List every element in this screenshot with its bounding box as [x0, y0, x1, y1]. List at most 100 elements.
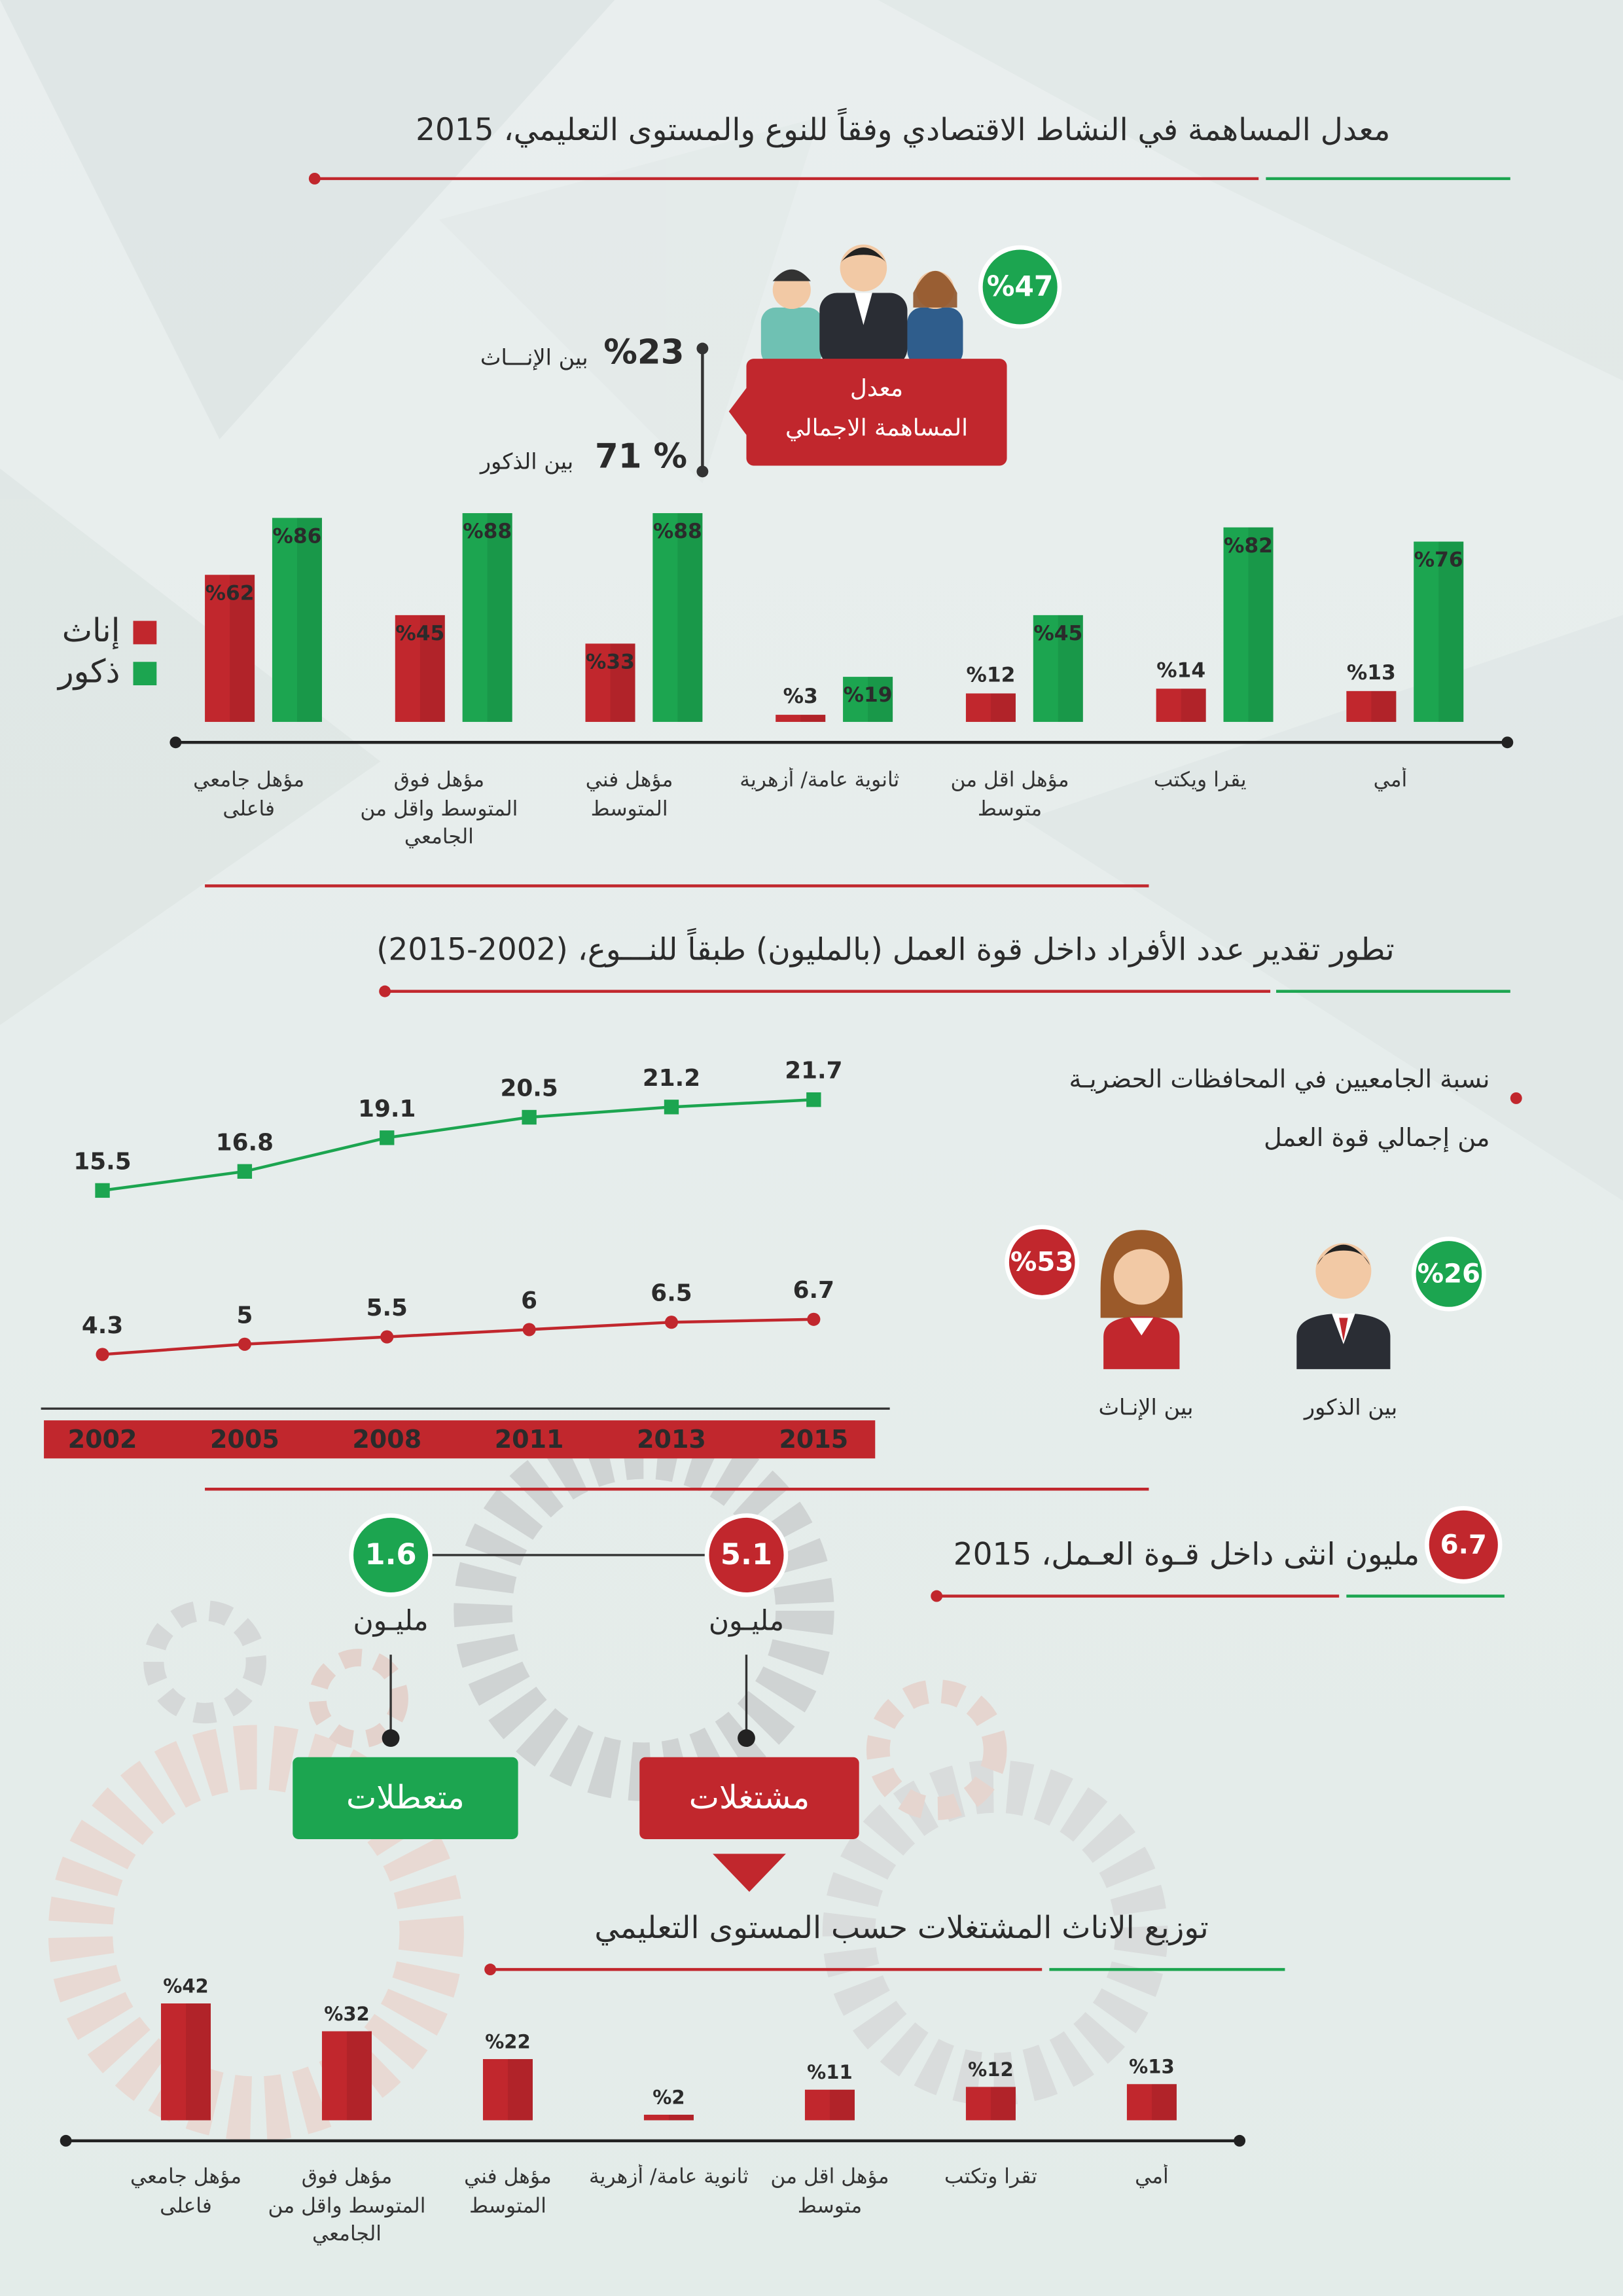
legend-label: ذكور	[56, 653, 120, 691]
bar-shade	[829, 2089, 855, 2121]
bar-shade	[186, 2003, 211, 2121]
bar	[1346, 691, 1397, 722]
axis-end	[60, 2134, 72, 2147]
x-tick-label-text: ثانوية عامة/ أزهرية	[740, 768, 900, 793]
x-tick-label: 2008	[352, 1425, 421, 1454]
bar-shade	[230, 575, 255, 722]
bar	[1414, 541, 1464, 722]
bar-shade	[1248, 527, 1274, 722]
x-tick-label-text: مؤهل جامعي فاعلى	[193, 768, 305, 821]
point	[664, 1316, 679, 1329]
bar	[395, 615, 445, 722]
value-label: %2	[652, 2086, 685, 2108]
x-tick-label-text: أمي	[1135, 2165, 1169, 2189]
data-label: 4.3	[82, 1312, 123, 1339]
value-label: %22	[485, 2030, 531, 2053]
value-label: %12	[966, 664, 1015, 687]
x-tick-label: أمي	[1373, 768, 1408, 793]
bar	[652, 513, 703, 722]
bar	[965, 2087, 1016, 2121]
x-tick-label: مؤهل فني المتوسط	[464, 2166, 552, 2218]
data-label: 19.1	[358, 1096, 416, 1122]
chart-title: معدل المساهمة في النشاط الاقتصادي وفقاً …	[416, 108, 1390, 148]
x-tick-label: يقرا ويكتب	[1153, 768, 1247, 793]
x-tick-label-text: مؤهل اقل من متوسط	[770, 2165, 889, 2218]
axis-end	[169, 736, 182, 749]
employed-badge	[704, 1513, 789, 1597]
bar	[462, 513, 512, 722]
x-tick-label-text: يقرا ويكتب	[1153, 768, 1247, 793]
x-tick-label: 2011	[495, 1425, 564, 1454]
value-label: %33	[586, 650, 635, 673]
bar-shade	[507, 2059, 533, 2121]
point	[806, 1092, 821, 1107]
x-tick-label-text: مؤهل فوق المتوسط واقل من الجامعي	[268, 2165, 426, 2247]
data-label: 20.5	[501, 1075, 558, 1102]
total-label-box	[746, 359, 1007, 466]
female-badge	[1005, 1225, 1080, 1300]
x-tick-label: ثانوية عامة/ أزهرية	[740, 768, 900, 793]
value-label: %88	[463, 520, 512, 543]
value-label: %12	[968, 2058, 1014, 2081]
bracket-dot	[696, 465, 709, 478]
bar-shade	[668, 2115, 694, 2121]
bar	[1033, 615, 1083, 722]
employed-box	[639, 1757, 859, 1839]
point	[522, 1109, 537, 1125]
bar-shade	[487, 513, 512, 722]
point	[380, 1330, 394, 1344]
total-label: معدل	[850, 375, 903, 402]
male-rate: 71 %	[595, 437, 687, 476]
unemployed-label: متعطلات	[346, 1778, 465, 1816]
legend-swatch	[133, 662, 157, 686]
bullet	[1510, 1092, 1522, 1104]
employed-unit: مليـون	[709, 1605, 784, 1637]
bar-shade	[1438, 541, 1464, 722]
value-label: %42	[163, 1975, 209, 1997]
bar-shade	[868, 677, 893, 722]
value-label: %19	[844, 683, 893, 707]
workforce-heading: مليون انثى داخل قـوة العـمل، 2015	[954, 1537, 1419, 1573]
underline-dot	[308, 172, 321, 185]
x-tick-label-text: تقرا وتكتب	[944, 2165, 1037, 2189]
bar-shade	[1058, 615, 1083, 722]
bar-shade	[296, 518, 322, 722]
data-label: 6.5	[651, 1280, 692, 1307]
bar-shade	[1181, 689, 1206, 722]
x-tick-label: 2002	[68, 1425, 137, 1454]
female-rate-label: بين الإنـــاث	[480, 345, 588, 371]
graduates-text: نسبة الجامعيين في المحافظات الحضريـة	[1069, 1065, 1490, 1094]
data-label: 5	[236, 1302, 253, 1329]
bar-shade	[1371, 691, 1397, 722]
female-share-label: بين الإنـاث	[1098, 1395, 1193, 1421]
bar	[585, 643, 635, 722]
underline-dot	[484, 1964, 497, 1976]
point	[807, 1312, 821, 1326]
chart-title: توزيع الاناث المشتغلات حسب المستوى التعل…	[594, 1910, 1208, 1946]
unemployed-value: 1.6	[365, 1537, 416, 1571]
data-label: 21.7	[785, 1058, 842, 1085]
bar	[804, 2089, 855, 2121]
x-tick-label: مؤهل اقل من متوسط	[770, 2165, 889, 2218]
bar	[843, 677, 893, 722]
people-icon	[760, 244, 963, 367]
x-tick-label: 2015	[779, 1425, 848, 1454]
unemployed-unit: مليـون	[353, 1605, 428, 1637]
female-share: %53	[1010, 1247, 1073, 1278]
x-tick-label-text: ثانوية عامة/ أزهرية	[588, 2165, 749, 2189]
bar	[776, 715, 826, 722]
bar	[1223, 527, 1274, 722]
connector-dot	[738, 1729, 755, 1748]
x-tick-label: 2005	[210, 1425, 279, 1454]
x-tick-label-text: أمي	[1373, 768, 1408, 793]
legend-label: إناث	[62, 611, 120, 650]
bar-shade	[990, 2087, 1016, 2121]
data-label: 6	[521, 1287, 537, 1314]
point	[95, 1183, 110, 1198]
bar-shade	[677, 513, 703, 722]
x-tick-label: ثانوية عامة/ أزهرية	[588, 2165, 749, 2189]
employed-label: مشتغلات	[689, 1778, 810, 1816]
bar	[321, 2031, 372, 2121]
